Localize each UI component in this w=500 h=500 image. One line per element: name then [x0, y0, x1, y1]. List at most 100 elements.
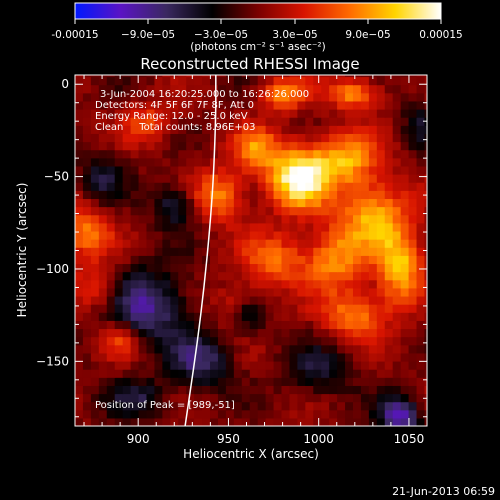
heatmap-cell: [408, 239, 418, 248]
heatmap-cell: [384, 336, 394, 346]
heatmap-cell: [313, 377, 322, 386]
heatmap-cell: [289, 222, 298, 232]
heatmap-cell: [233, 279, 243, 289]
heatmap-cell: [75, 117, 84, 126]
heatmap-cell: [321, 174, 330, 183]
heatmap-cell: [416, 230, 426, 240]
heatmap-cell: [162, 271, 171, 281]
heatmap-cell: [305, 360, 314, 370]
heatmap-cell: [122, 385, 132, 395]
heatmap-cell: [289, 198, 298, 208]
heatmap-cell: [424, 279, 427, 289]
heatmap-cell: [106, 230, 116, 240]
heatmap-cell: [321, 255, 330, 265]
heatmap-cell: [313, 409, 322, 419]
heatmap-cell: [424, 165, 427, 175]
heatmap-cell: [273, 279, 283, 289]
heatmap-cell: [138, 377, 148, 386]
heatmap-cell: [313, 92, 322, 102]
heatmap-cell: [360, 149, 370, 159]
heatmap-cell: [186, 279, 195, 289]
heatmap-cell: [233, 369, 243, 378]
heatmap-cell: [233, 263, 243, 273]
heatmap-cell: [154, 312, 163, 321]
heatmap-cell: [178, 352, 187, 362]
heatmap-cell: [241, 76, 251, 86]
heatmap-cell: [329, 100, 338, 110]
heatmap-cell: [400, 385, 410, 395]
heatmap-cell: [122, 198, 132, 208]
heatmap-cell: [360, 385, 370, 395]
heatmap-cell: [416, 336, 426, 346]
heatmap-cell: [154, 84, 163, 94]
heatmap-cell: [194, 239, 203, 248]
heatmap-cell: [249, 320, 259, 330]
heatmap-cell: [114, 247, 124, 256]
heatmap-cell: [408, 409, 418, 419]
heatmap-cell: [352, 279, 362, 289]
heatmap-cell: [424, 84, 427, 94]
heatmap-cell: [241, 214, 251, 224]
heatmap-cell: [217, 417, 227, 426]
heatmap-cell: [162, 352, 171, 362]
heatmap-cell: [376, 149, 386, 159]
heatmap-cell: [154, 206, 163, 216]
heatmap-cell: [82, 279, 92, 289]
heatmap-cell: [408, 149, 418, 159]
heatmap-cell: [82, 92, 92, 102]
heatmap-cell: [114, 206, 124, 216]
heatmap-cell: [392, 182, 402, 191]
heatmap-cell: [75, 214, 84, 224]
heatmap-cell: [313, 141, 322, 151]
heatmap-cell: [162, 100, 171, 110]
heatmap-cell: [384, 320, 394, 330]
heatmap-cell: [305, 417, 314, 426]
heatmap-cell: [297, 239, 306, 248]
heatmap-cell: [337, 377, 346, 386]
heatmap-cell: [297, 279, 306, 289]
heatmap-cell: [106, 222, 116, 232]
heatmap-cell: [337, 133, 346, 143]
heatmap-cell: [210, 287, 219, 297]
heatmap-cell: [138, 92, 148, 102]
heatmap-cell: [75, 174, 84, 183]
heatmap-cell: [345, 157, 354, 167]
heatmap-cell: [217, 198, 227, 208]
heatmap-cell: [400, 141, 410, 151]
heatmap-cell: [98, 75, 108, 78]
heatmap-cell: [297, 190, 306, 200]
heatmap-cell: [210, 352, 219, 362]
heatmap-cell: [98, 149, 108, 159]
heatmap-cell: [313, 401, 322, 411]
heatmap-cell: [98, 108, 108, 118]
heatmap-cell: [170, 165, 179, 175]
heatmap-cell: [257, 320, 267, 330]
heatmap-cell: [305, 247, 314, 256]
heatmap-cell: [257, 393, 267, 403]
heatmap-cell: [162, 263, 171, 273]
heatmap-cell: [217, 409, 227, 419]
heatmap-cell: [400, 198, 410, 208]
heatmap-cell: [194, 279, 203, 289]
heatmap-cell: [265, 409, 275, 419]
heatmap-cell: [194, 255, 203, 265]
heatmap-cell: [138, 279, 148, 289]
heatmap-cell: [289, 409, 298, 419]
heatmap-cell: [154, 393, 163, 403]
heatmap-cell: [154, 369, 163, 378]
heatmap-cell: [368, 165, 378, 175]
heatmap-cell: [400, 255, 410, 265]
heatmap-cell: [400, 149, 410, 159]
heatmap-cell: [305, 84, 314, 94]
heatmap-cell: [194, 117, 203, 126]
tick-label: −100: [36, 262, 69, 276]
heatmap-cell: [241, 108, 251, 118]
heatmap-cell: [368, 222, 378, 232]
heatmap-cell: [154, 92, 163, 102]
heatmap-cell: [384, 117, 394, 126]
heatmap-cell: [106, 401, 116, 411]
heatmap-cell: [281, 157, 291, 167]
heatmap-cell: [376, 263, 386, 273]
heatmap-cell: [202, 108, 211, 118]
heatmap-cell: [408, 165, 418, 175]
